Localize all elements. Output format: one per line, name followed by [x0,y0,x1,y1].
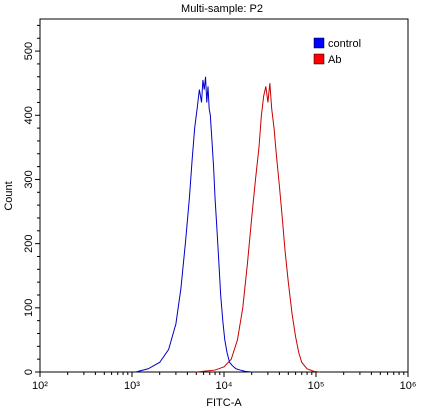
legend-swatch-ab [313,53,325,65]
series-line-ab [196,83,320,373]
x-tick-label: 10⁶ [400,380,417,392]
x-tick-label: 10³ [124,380,140,392]
y-tick-label: 0 [23,369,35,375]
x-axis-label: FITC-A [206,397,242,409]
y-axis-ticks: 0 100 200 300 400 500 [23,24,40,375]
chart-title: Multi-sample: P2 [181,3,263,15]
legend-swatch-control [313,37,325,49]
plot-frame [39,18,409,373]
y-tick-label: 200 [23,234,35,252]
x-tick-label: 10⁴ [216,380,233,392]
legend-label-control: control [328,38,361,50]
series-layer [135,76,320,373]
x-axis-ticks: 10² 10³ 10⁴ 10⁵ 10⁶ [32,372,416,392]
legend-label-ab: Ab [328,54,341,66]
y-tick-label: 500 [23,42,35,60]
legend: control Ab [313,37,361,66]
x-tick-label: 10⁵ [308,380,325,392]
y-tick-label: 400 [23,106,35,124]
y-tick-label: 300 [23,170,35,188]
y-axis-label: Count [3,181,15,210]
x-tick-label: 10² [32,380,48,392]
series-line-control [135,76,252,373]
y-tick-label: 100 [23,299,35,317]
